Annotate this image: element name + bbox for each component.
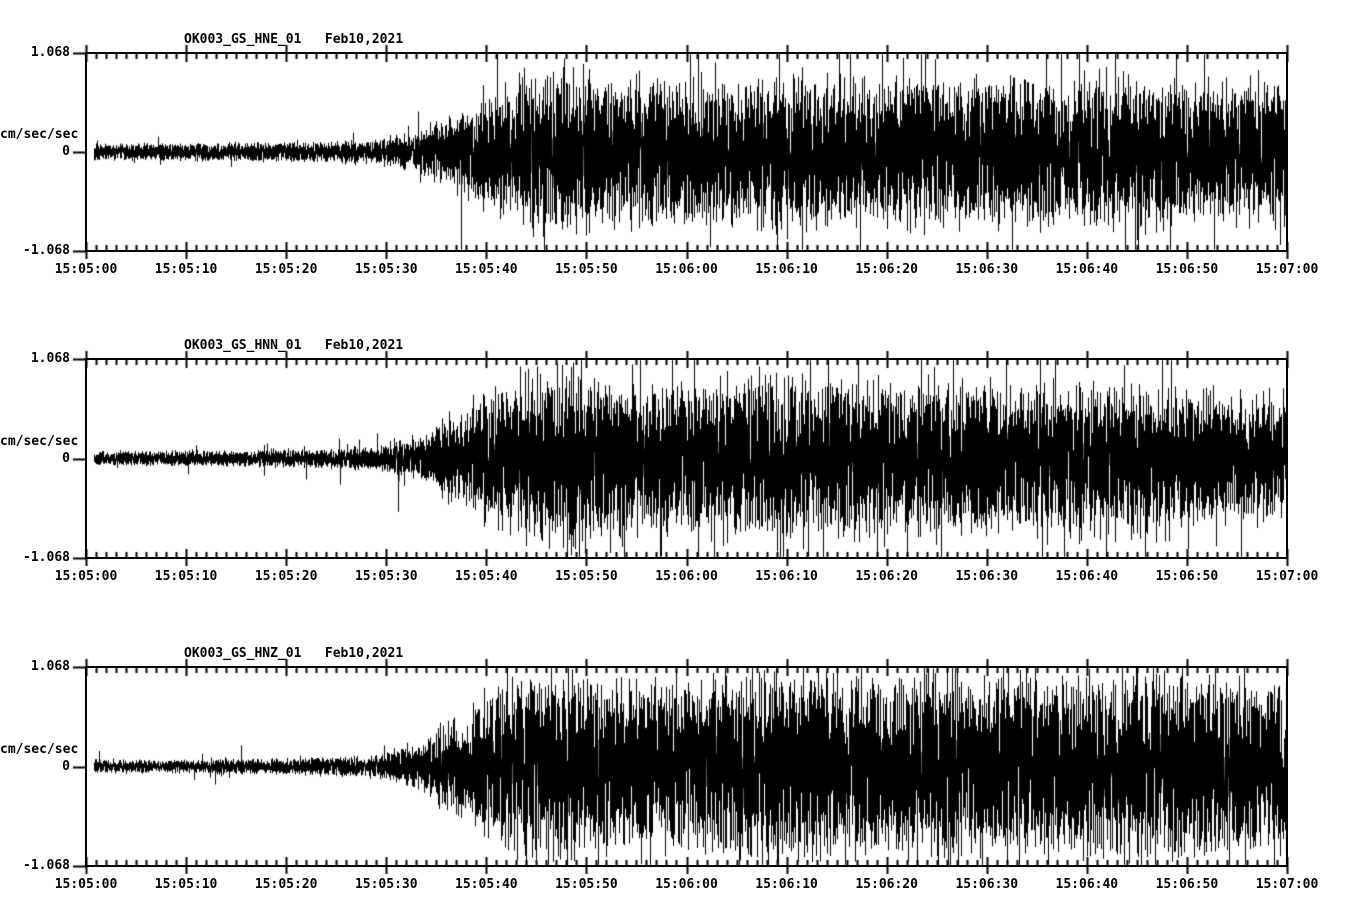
x-axis-tick-label: 15:05:00 (54, 262, 118, 277)
y-axis-min-label-hne: -1.068 (23, 243, 70, 258)
y-axis-min-label-hnn: -1.068 (23, 550, 70, 565)
y-axis-min-label-hnz: -1.068 (23, 858, 70, 873)
y-axis-units-label-hnz: cm/sec/sec (0, 741, 79, 757)
x-axis-tick-label: 15:07:00 (1255, 262, 1319, 277)
x-axis-tick-label: 15:05:10 (154, 569, 218, 584)
x-axis-tick-label: 15:06:50 (1155, 262, 1219, 277)
waveform-trace-hnn (86, 359, 1287, 558)
y-axis-max-label-hne: 1.068 (30, 45, 70, 60)
x-axis-tick-label: 15:06:50 (1155, 569, 1219, 584)
x-axis-tick-label: 15:05:30 (354, 569, 418, 584)
x-axis-tick-label: 15:05:00 (54, 569, 118, 584)
x-axis-tick-label: 15:06:10 (755, 262, 818, 277)
x-axis-tick-label: 15:05:50 (555, 262, 618, 277)
y-axis-zero-label-hne: 0 (62, 144, 70, 159)
x-axis-tick-label: 15:05:20 (254, 262, 318, 277)
x-axis-tick-label: 15:05:40 (455, 262, 518, 277)
x-axis-tick-label: 15:06:00 (655, 262, 718, 277)
x-axis-tick-label: 15:07:00 (1255, 569, 1319, 584)
x-axis-tick-label: 15:06:00 (655, 569, 718, 584)
x-axis-tick-label: 15:06:10 (755, 877, 818, 892)
y-axis-max-label-hnn: 1.068 (30, 351, 70, 366)
y-axis-zero-label-hnn: 0 (62, 450, 70, 466)
y-axis-units-label-hnn: cm/sec/sec (0, 433, 79, 449)
x-axis-tick-label: 15:05:40 (455, 877, 518, 892)
plot-frame-hnz (85, 666, 1288, 867)
x-axis-tick-label: 15:05:20 (254, 877, 318, 892)
y-axis-zero-label-hnz: 0 (62, 758, 70, 774)
x-axis-tick-label: 15:06:20 (855, 262, 918, 277)
x-axis-tick-label: 15:05:30 (354, 877, 418, 892)
x-axis-tick-label: 15:06:20 (855, 569, 918, 584)
x-axis-tick-label: 15:05:50 (555, 877, 618, 892)
plot-frame-hnn (85, 358, 1288, 559)
waveform-trace-hnz (86, 667, 1287, 866)
x-axis-tick-label: 15:06:40 (1055, 877, 1119, 892)
x-axis-tick-label: 15:06:40 (1055, 262, 1119, 277)
x-axis-tick-label: 15:05:40 (455, 569, 518, 584)
x-axis-tick-label: 15:06:20 (855, 877, 918, 892)
x-axis-tick-label: 15:05:00 (54, 877, 118, 892)
x-axis-tick-label: 15:05:30 (354, 262, 418, 277)
x-axis-tick-label: 15:06:30 (955, 877, 1019, 892)
x-axis-tick-label: 15:07:00 (1255, 877, 1319, 892)
y-axis-units-label-hne: cm/sec/sec (0, 127, 79, 142)
x-axis-tick-label: 15:06:00 (655, 877, 718, 892)
waveform-trace-hne (86, 53, 1287, 251)
x-axis-tick-label: 15:05:50 (555, 569, 618, 584)
x-axis-tick-label: 15:05:10 (154, 877, 218, 892)
x-axis-tick-label: 15:06:10 (755, 569, 818, 584)
x-axis-tick-label: 15:06:30 (955, 262, 1019, 277)
x-axis-tick-label: 15:05:10 (154, 262, 218, 277)
plot-frame-hne (85, 52, 1288, 252)
x-axis-tick-label: 15:06:50 (1155, 877, 1219, 892)
x-axis-tick-label: 15:06:40 (1055, 569, 1119, 584)
x-axis-tick-label: 15:05:20 (254, 569, 318, 584)
y-axis-max-label-hnz: 1.068 (30, 659, 70, 674)
x-axis-tick-label: 15:06:30 (955, 569, 1019, 584)
